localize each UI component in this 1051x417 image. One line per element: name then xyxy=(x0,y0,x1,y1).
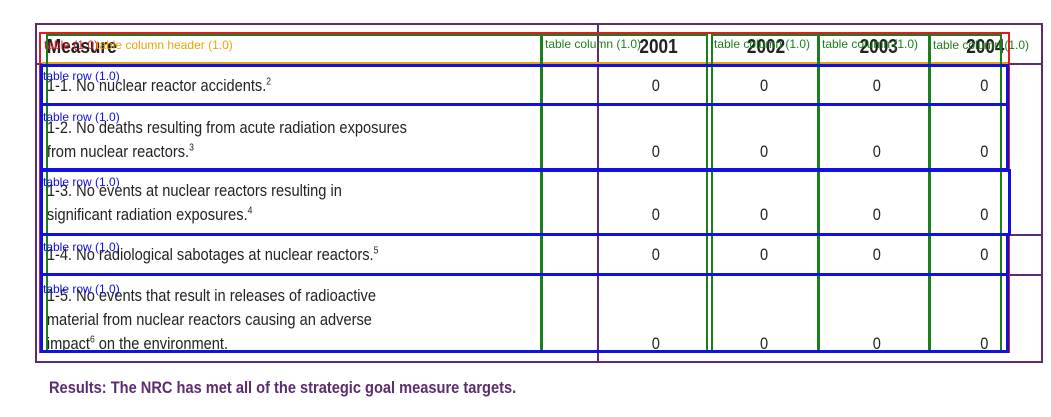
value-2001: 0 xyxy=(651,245,660,264)
value-2002: 0 xyxy=(760,334,769,353)
row-label: table row (1.0) xyxy=(43,110,120,124)
value-2002: 0 xyxy=(760,142,769,161)
measure-text: 1-4. No radiological sabotages at nuclea… xyxy=(46,245,379,264)
value-2003: 0 xyxy=(872,76,881,95)
column-label: table column (1.0) xyxy=(933,38,1030,52)
measure-text: 1-3. No events at nuclear reactors resul… xyxy=(46,181,342,224)
header-year-2002: 2002 xyxy=(746,36,786,58)
measure-text: 1-2. No deaths resulting from acute radi… xyxy=(46,118,407,161)
header-year-2003: 2003 xyxy=(859,36,898,58)
value-2004: 0 xyxy=(980,334,989,353)
column-header-label: table column header (1.0) xyxy=(96,38,233,52)
value-2004: 0 xyxy=(980,76,989,95)
frame-row-tick xyxy=(1010,274,1043,276)
value-2004: 0 xyxy=(980,245,989,264)
frame-row-tick xyxy=(1010,234,1043,236)
column-label: table column (1.0) xyxy=(714,37,811,51)
column-header-detection-box xyxy=(42,62,1008,64)
value-2001: 0 xyxy=(651,205,660,224)
header-year-2001: 2001 xyxy=(639,36,678,58)
row-label: table row (1.0) xyxy=(43,282,120,296)
value-2001: 0 xyxy=(651,76,660,95)
results-statement: Results: The NRC has met all of the stra… xyxy=(49,378,517,397)
header-measure: Measure xyxy=(46,36,117,58)
value-2003: 0 xyxy=(872,334,881,353)
value-2004: 0 xyxy=(980,205,989,224)
value-2002: 0 xyxy=(760,245,769,264)
header-year-2004: 2004 xyxy=(966,36,1005,58)
table-label: table (1.0) xyxy=(44,38,99,52)
value-2003: 0 xyxy=(872,205,881,224)
value-2004: 0 xyxy=(980,142,989,161)
row-label: table row (1.0) xyxy=(43,69,120,83)
value-2001: 0 xyxy=(651,142,660,161)
value-2003: 0 xyxy=(872,142,881,161)
measure-text: 1-1. No nuclear reactor accidents.2 xyxy=(46,76,272,95)
value-2001: 0 xyxy=(651,334,660,353)
row-label: table row (1.0) xyxy=(43,175,120,189)
value-2002: 0 xyxy=(760,205,769,224)
measure-text: 1-5. No events that result in releases o… xyxy=(46,286,377,353)
column-label: table column (1.0) xyxy=(822,37,919,51)
column-detection-box xyxy=(540,34,708,352)
column-label: table column (1.0) xyxy=(545,37,642,51)
value-2002: 0 xyxy=(760,76,769,95)
frame-header-line xyxy=(35,63,1043,65)
row-label: table row (1.0) xyxy=(43,240,120,254)
table-header-row: Measure 2001 2002 2003 2004 xyxy=(40,34,1010,62)
frame-divider xyxy=(597,23,599,363)
value-2003: 0 xyxy=(872,245,881,264)
